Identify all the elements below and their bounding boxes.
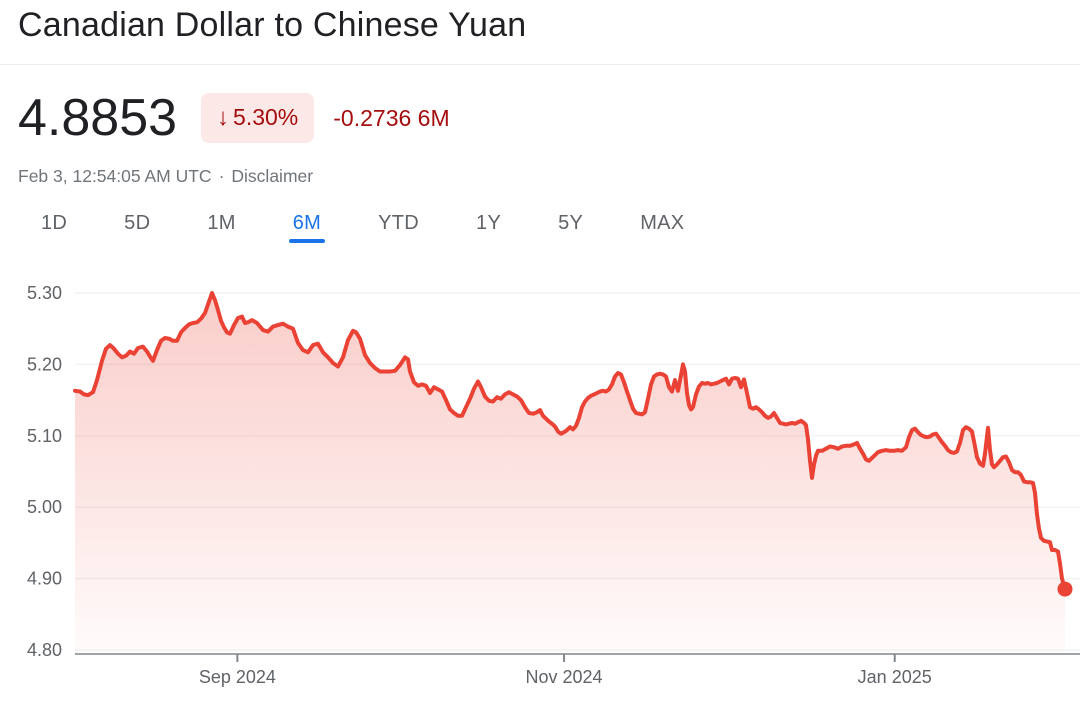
change-percent-badge: ↓ 5.30%: [201, 93, 315, 143]
y-axis-label: 4.80: [27, 640, 62, 660]
change-percent-value: 5.30%: [233, 104, 299, 131]
timestamp: Feb 3, 12:54:05 AM UTC: [18, 166, 212, 186]
price-value: 4.8853: [18, 89, 178, 147]
range-tab-5d[interactable]: 5D: [98, 203, 176, 243]
page-title: Canadian Dollar to Chinese Yuan: [18, 6, 527, 44]
x-axis-label: Nov 2024: [526, 667, 603, 687]
quote-summary: 4.8853 ↓ 5.30% -0.2736 6M: [18, 92, 450, 144]
x-axis-label: Jan 2025: [858, 667, 932, 687]
range-tab-5y[interactable]: 5Y: [532, 203, 609, 243]
y-axis-label: 5.30: [27, 283, 62, 303]
down-arrow-icon: ↓: [217, 104, 230, 132]
range-tabs: 1D 5D 1M 6M YTD 1Y 5Y MAX: [15, 203, 710, 243]
y-axis-label: 5.00: [27, 497, 62, 517]
last-value-dot: [1057, 581, 1073, 597]
range-tab-1y[interactable]: 1Y: [450, 203, 527, 243]
change-period-label: 6M: [417, 104, 450, 131]
timestamp-row: Feb 3, 12:54:05 AM UTC · Disclaimer: [18, 166, 313, 187]
price-line: [73, 291, 1067, 592]
change-absolute-value: -0.2736: [333, 104, 412, 131]
disclaimer-link[interactable]: Disclaimer: [231, 166, 314, 186]
y-axis-label: 5.10: [27, 426, 62, 446]
change-absolute: -0.2736 6M: [333, 105, 449, 132]
range-tab-1d[interactable]: 1D: [15, 203, 93, 243]
range-tab-1m[interactable]: 1M: [181, 203, 261, 243]
y-axis-label: 5.20: [27, 354, 62, 374]
x-axis-label: Sep 2024: [199, 667, 276, 687]
area-fill: [75, 293, 1065, 653]
y-axis-label: 4.90: [27, 569, 62, 589]
range-tab-6m[interactable]: 6M: [267, 203, 347, 243]
range-tab-ytd[interactable]: YTD: [352, 203, 445, 243]
dot-separator: ·: [218, 166, 225, 186]
header-divider: [0, 64, 1080, 65]
range-tab-max[interactable]: MAX: [614, 203, 710, 243]
price-chart[interactable]: 5.30 5.20 5.10 5.00 4.90 4.80 Sep 2024 Nov 2024…: [0, 270, 1080, 705]
